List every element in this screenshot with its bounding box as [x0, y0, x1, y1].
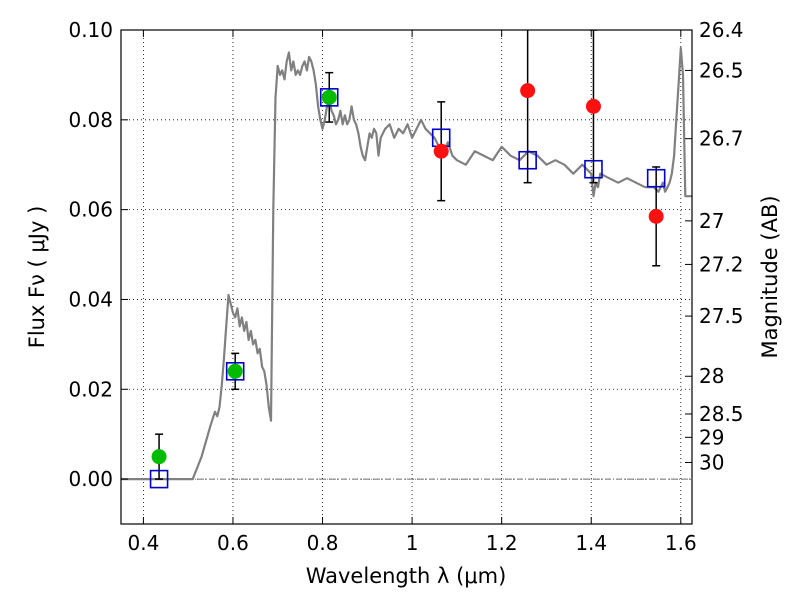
magnitude-tick-label: 27.5 — [699, 304, 744, 328]
magnitude-tick-label: 28.5 — [699, 402, 744, 426]
model-band-marker — [149, 469, 169, 489]
x-axis-label: Wavelength λ (μm) — [306, 564, 507, 588]
grid-lines — [121, 29, 692, 524]
x-tick-label: 0.6 — [217, 531, 249, 555]
magnitude-tick-label: 30 — [699, 450, 724, 474]
plot-area — [121, 30, 692, 489]
observed-flux-point — [321, 89, 337, 105]
observed-flux-point — [648, 208, 664, 224]
y-tick-label: 0.00 — [68, 467, 113, 491]
x-tick-label: 1.4 — [575, 531, 607, 555]
tick-labels: 0.4 0.6 0.8 1 1.2 1.4 1.6 0.00 0.02 0.04 0.06 0.08 0… — [68, 18, 743, 555]
magnitude-tick-label: 29 — [699, 425, 724, 449]
model-band-marker — [225, 362, 245, 381]
x-tick-label: 1.2 — [486, 531, 518, 555]
magnitude-tick-label: 27.2 — [699, 252, 744, 276]
magnitude-tick-label: 26.4 — [699, 18, 744, 42]
y-tick-label: 0.10 — [68, 18, 113, 42]
model-spectrum-line — [121, 46, 692, 481]
model-band-marker — [646, 168, 666, 188]
y-tick-label: 0.04 — [68, 287, 113, 311]
observed-flux-point — [227, 363, 243, 379]
y-axis-label: Flux Fν ( μJy ) — [25, 206, 49, 349]
magnitude-tick-label: 26.5 — [699, 58, 744, 82]
x-tick-label: 0.4 — [127, 531, 159, 555]
axes — [120, 29, 693, 525]
x-tick-label: 0.8 — [307, 531, 339, 555]
y-tick-label: 0.08 — [68, 108, 113, 132]
model-band-marker — [518, 150, 537, 170]
y-tick-label: 0.06 — [68, 198, 113, 222]
plot-frame — [120, 29, 693, 525]
magnitude-tick-label: 28 — [699, 364, 724, 388]
observed-flux-point — [151, 449, 167, 465]
y-tick-label: 0.02 — [68, 377, 113, 401]
model-band-marker — [319, 88, 339, 107]
observed-flux-point — [585, 98, 601, 114]
x-tick-label: 1.6 — [665, 531, 697, 555]
observed-flux-point — [433, 143, 449, 159]
magnitude-tick-label: 26.7 — [699, 127, 744, 151]
x-tick-label: 1 — [406, 531, 419, 555]
observed-flux-point — [520, 83, 536, 99]
magnitude-tick-label: 27 — [699, 209, 724, 233]
y-axis-right-label: Magnitude (AB) — [758, 195, 782, 358]
model-band-marker — [584, 159, 603, 179]
